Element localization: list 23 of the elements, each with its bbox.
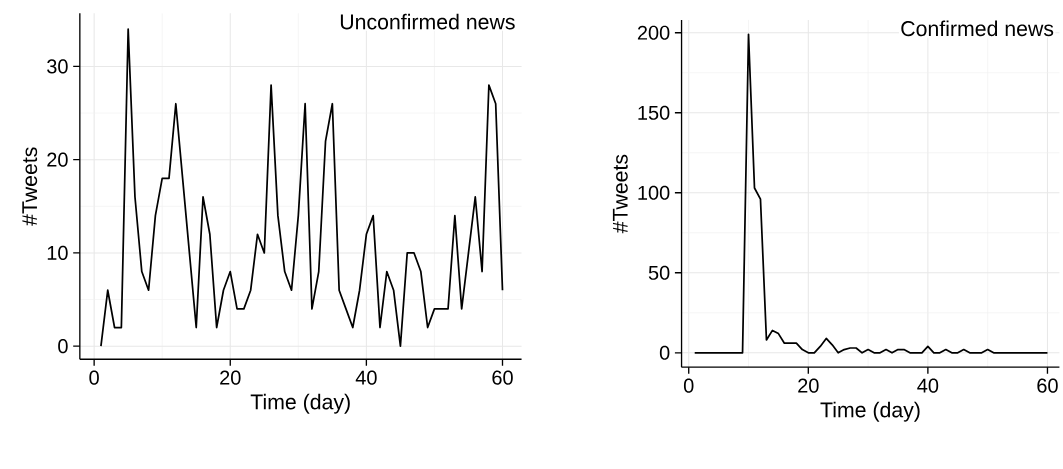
y-tick-label: 30 — [47, 59, 68, 74]
y-tick-label: 10 — [47, 245, 68, 260]
y-axis-title: #Tweets — [22, 147, 38, 226]
y-tick-label: 0 — [58, 339, 68, 354]
y-tick-label: 50 — [648, 265, 670, 280]
y-axis-title: #Tweets — [612, 154, 628, 234]
chart-title: Unconfirmed news — [340, 13, 515, 30]
chart-title: Confirmed news — [901, 20, 1054, 37]
y-tick-label: 0 — [659, 345, 670, 360]
x-tick-label: 20 — [220, 370, 241, 385]
x-axis-title: Time (day) — [250, 393, 350, 414]
x-tick-label: 40 — [917, 378, 939, 393]
y-tick-label: 20 — [47, 152, 68, 167]
x-tick-label: 60 — [492, 370, 513, 385]
x-tick-label: 60 — [1037, 378, 1058, 393]
x-tick-label: 0 — [89, 370, 99, 385]
x-tick-label: 0 — [683, 378, 694, 393]
y-tick-label: 100 — [638, 185, 670, 200]
x-tick-label: 40 — [355, 370, 377, 385]
x-tick-label: 20 — [798, 378, 819, 393]
y-tick-label: 150 — [638, 105, 670, 120]
x-axis-title: Time (day) — [820, 401, 920, 422]
y-tick-label: 200 — [637, 25, 670, 40]
